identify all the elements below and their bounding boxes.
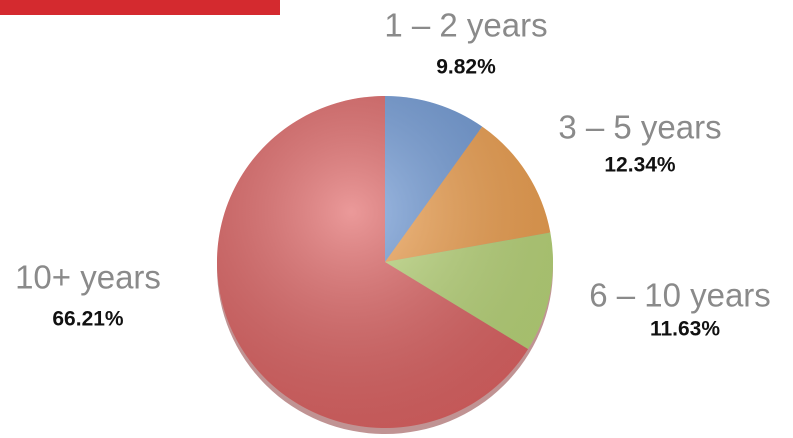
category-label: 6 – 10 years [589,277,771,314]
value-label: 66.21% [52,308,124,331]
value-label: 11.63% [650,318,720,341]
category-label: 10+ years [15,259,161,296]
category-label: 1 – 2 years [384,7,547,44]
category-label: 3 – 5 years [558,109,721,146]
pie-shading [217,96,553,428]
value-label: 9.82% [436,56,496,79]
header-bar [0,0,280,15]
value-label: 12.34% [604,154,676,177]
